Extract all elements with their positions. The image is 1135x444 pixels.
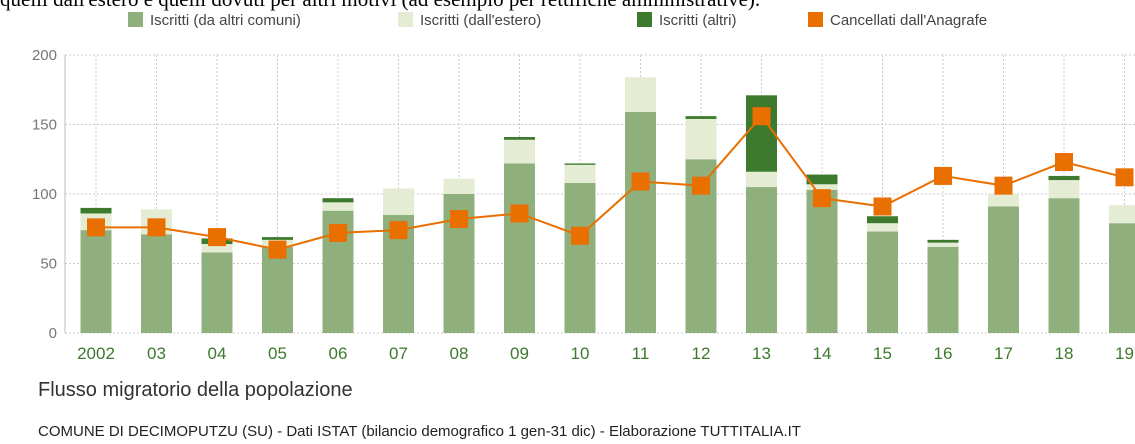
- bar: [564, 164, 596, 183]
- legend-label: Iscritti (altri): [659, 12, 737, 29]
- bar: [201, 252, 233, 333]
- legend-swatch: [128, 12, 143, 27]
- bar: [806, 189, 838, 333]
- y-tick-label: 0: [49, 325, 57, 342]
- line-marker: [450, 210, 468, 229]
- x-tick-label: 08: [450, 344, 469, 363]
- line-marker: [1055, 153, 1073, 172]
- bar: [685, 118, 717, 160]
- x-tick-label: 11: [632, 344, 650, 363]
- bar: [322, 198, 354, 203]
- line-marker: [268, 240, 287, 259]
- bar: [746, 187, 777, 333]
- bar: [806, 184, 838, 190]
- legend-label: Iscritti (da altri comuni): [150, 12, 301, 29]
- bar: [867, 231, 898, 333]
- line-marker: [208, 228, 226, 247]
- bar: [867, 223, 898, 232]
- chart-title: Flusso migratorio della popolazione: [38, 379, 353, 401]
- bar: [927, 239, 959, 243]
- line-marker: [510, 204, 529, 223]
- bar: [806, 174, 838, 185]
- bar: [988, 206, 1019, 333]
- x-tick-label: 13: [752, 344, 771, 363]
- x-tick-label: 05: [268, 344, 287, 363]
- bar: [867, 216, 898, 224]
- x-tick-label: 09: [510, 344, 529, 363]
- y-tick-label: 200: [32, 47, 57, 64]
- line-marker: [813, 189, 831, 208]
- legend-swatch: [637, 12, 652, 27]
- bar: [80, 230, 112, 333]
- bar: [141, 234, 172, 333]
- bar: [685, 116, 717, 119]
- legend-swatch: [808, 12, 823, 27]
- x-tick-label: 04: [208, 344, 227, 363]
- bar: [504, 137, 535, 140]
- bar: [746, 171, 777, 188]
- y-tick-label: 150: [32, 117, 57, 134]
- line-marker: [934, 166, 952, 185]
- legend-label: Iscritti (dall'estero): [420, 12, 541, 29]
- y-tick-label: 100: [32, 186, 57, 203]
- bar: [927, 246, 959, 333]
- bar: [443, 178, 475, 194]
- bar: [262, 246, 293, 333]
- x-tick-label: 12: [692, 344, 711, 363]
- x-tick-label: 14: [813, 344, 832, 363]
- x-tick-label: 06: [329, 344, 348, 363]
- intro-text: quelli dall'estero e quelli dovuti per a…: [0, 0, 760, 11]
- line-marker: [631, 172, 650, 191]
- line: [96, 114, 1125, 251]
- bar: [504, 139, 535, 164]
- bar: [504, 163, 535, 333]
- bar: [322, 202, 354, 211]
- x-tick-label: 19: [1115, 344, 1134, 363]
- x-tick-label: 16: [934, 344, 953, 363]
- line-marker: [873, 197, 892, 216]
- bar: [746, 95, 777, 172]
- x-tick-label: 10: [571, 344, 590, 363]
- x-tick-label: 07: [389, 344, 408, 363]
- bar: [988, 194, 1019, 207]
- bar: [1109, 205, 1135, 224]
- bar: [625, 111, 656, 334]
- source: COMUNE DI DECIMOPUTZU (SU) - Dati ISTAT …: [38, 423, 801, 440]
- line-marker: [147, 218, 166, 237]
- bar: [201, 244, 233, 253]
- line-marker: [752, 107, 771, 126]
- line-marker: [571, 226, 589, 245]
- bar: [564, 182, 596, 333]
- bar: [1048, 180, 1080, 199]
- line-marker: [87, 218, 105, 237]
- bar: [1109, 223, 1135, 333]
- x-tick-label: 17: [994, 344, 1013, 363]
- bar: [80, 207, 112, 214]
- bar: [262, 237, 293, 240]
- line-marker: [692, 176, 710, 195]
- x-tick-label: 18: [1055, 344, 1074, 363]
- bar: [1048, 175, 1080, 181]
- bar: [383, 188, 414, 215]
- line-marker: [1115, 168, 1134, 187]
- x-tick-label: 03: [147, 344, 166, 363]
- line-marker: [329, 223, 347, 242]
- x-tick-label: 2002: [77, 344, 115, 363]
- y-tick-label: 50: [40, 256, 57, 273]
- bar: [625, 77, 656, 112]
- legend-swatch: [398, 12, 413, 27]
- bar: [564, 163, 596, 165]
- bar: [1048, 198, 1080, 333]
- line-marker: [994, 176, 1013, 195]
- line-marker: [389, 221, 408, 240]
- bar: [927, 242, 959, 247]
- legend-label: Cancellati dall'Anagrafe: [830, 12, 987, 29]
- x-tick-label: 15: [873, 344, 892, 363]
